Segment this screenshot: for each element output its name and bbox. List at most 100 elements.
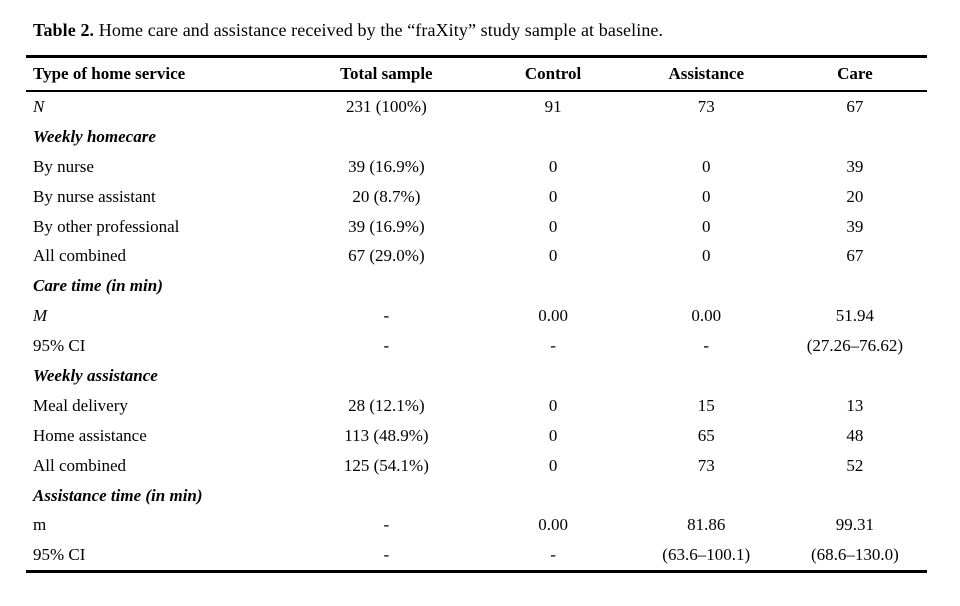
table-cell: 73 [697,455,715,475]
table-cell: 28 (12.1%) [348,395,425,415]
table-row: Assistance time (in min) [26,481,927,511]
table-cell [783,361,927,391]
table-cell: 13 [846,395,864,415]
column-header-total-sample: Total sample [296,56,477,92]
table-cell: - [550,545,556,565]
table-cell: 0 [548,246,558,266]
table-cell: 0.00 [691,306,722,326]
row-label: Care time (in min) [33,276,163,296]
table-cell: 52 [846,455,864,475]
table-cell: 125 (54.1%) [343,455,429,475]
table-cell: (27.26–76.62) [806,336,904,356]
table-cell: 0 [548,186,558,206]
table-row: All combined 125 (54.1%) 0 73 52 [26,451,927,481]
table-cell: 67 (29.0%) [348,246,425,266]
table-cell: - [383,545,390,565]
column-header-control: Control [476,56,630,92]
row-label: Assistance time (in min) [33,485,203,505]
row-label: 95% CI [33,545,86,565]
table-row: M - 0.00 0.00 51.94 [26,301,927,331]
table-cell [476,361,629,391]
table-cell: 20 (8.7%) [352,186,421,206]
table-cell: 0 [701,246,711,266]
row-label: By nurse [33,156,94,176]
table-row: By other professional 39 (16.9%) 0 0 39 [26,212,927,242]
table-row: N 231 (100%) 91 73 67 [26,91,927,122]
table-row: 95% CI - - (63.6–100.1) (68.6–130.0) [26,540,927,571]
row-label: By other professional [33,216,180,236]
table-cell: 231 (100%) [346,96,427,116]
table-cell: - [703,336,710,356]
table-cell: 0 [548,425,558,445]
row-label: All combined [33,455,127,475]
table-cell: 91 [544,96,562,116]
table-cell [296,271,476,301]
table-cell: 0 [548,455,558,475]
table-row: Care time (in min) [26,271,927,301]
table-caption: Table 2. Home care and assistance receiv… [33,18,933,42]
table-row: Weekly homecare [26,122,927,152]
table-cell: 0.00 [538,515,568,535]
table-cell: 0.00 [538,306,568,326]
row-label: Weekly assistance [33,365,158,385]
table-row: Home assistance 113 (48.9%) 0 65 48 [26,421,927,451]
table-header-row: Type of home service Total sample Control A… [26,56,927,92]
table-cell: - [383,306,390,326]
row-label: m [33,515,47,535]
table-row: All combined 67 (29.0%) 0 0 67 [26,241,927,271]
row-label: 95% CI [33,336,86,356]
table-cell [476,271,629,301]
home-care-table: Type of home service Total sample Control A… [26,55,927,574]
table-container: Type of home service Total sample Control A… [26,55,927,574]
table-cell [783,481,927,511]
row-label: M [33,306,48,326]
table-cell: - [550,336,556,356]
table-cell [296,361,476,391]
table-cell [630,122,783,152]
table-cell [630,271,783,301]
table-cell: 39 [846,156,864,176]
table-cell: 0 [548,216,558,236]
table-cell: 73 [697,96,715,116]
table-row: 95% CI - - - (27.26–76.62) [26,331,927,361]
table-cell: (63.6–100.1) [662,545,751,565]
row-label: N [33,96,45,116]
table-cell: 15 [697,395,715,415]
table-cell: 0 [701,186,711,206]
table-cell: 51.94 [835,306,875,326]
table-cell [783,122,927,152]
column-header-care: Care [782,56,927,92]
table-cell: 39 (16.9%) [348,216,425,236]
table-cell: 67 [846,246,864,266]
table-caption-text: Home care and assistance received by the… [94,20,664,40]
column-header-type-of-home-service: Type of home service [26,56,297,92]
table-cell: 0 [701,216,711,236]
row-label: By nurse assistant [33,186,156,206]
table-cell: - [383,336,390,356]
table-cell [296,481,476,511]
table-cell [630,481,783,511]
table-cell: 20 [846,186,864,206]
table-cell: 48 [846,425,864,445]
table-cell: 39 (16.9%) [348,156,425,176]
table-cell: 81.86 [687,515,726,535]
table-cell [783,271,927,301]
table-row: Weekly assistance [26,361,927,391]
table-row: m - 0.00 81.86 99.31 [26,510,927,540]
table-cell: 0 [548,395,558,415]
table-caption-number: Table 2. [33,20,95,40]
table-cell: 65 [697,425,715,445]
table-cell: 99.31 [835,515,875,535]
table-cell [630,361,783,391]
table-cell: 0 [548,156,558,176]
table-cell: 0 [701,156,711,176]
table-cell: 67 [846,96,864,116]
table-cell: - [383,515,390,535]
table-cell [296,122,476,152]
column-header-assistance: Assistance [629,56,783,92]
table-cell: 113 (48.9%) [344,425,429,445]
row-label: All combined [33,246,127,266]
table-cell [476,122,629,152]
table-row: By nurse 39 (16.9%) 0 0 39 [26,152,927,182]
